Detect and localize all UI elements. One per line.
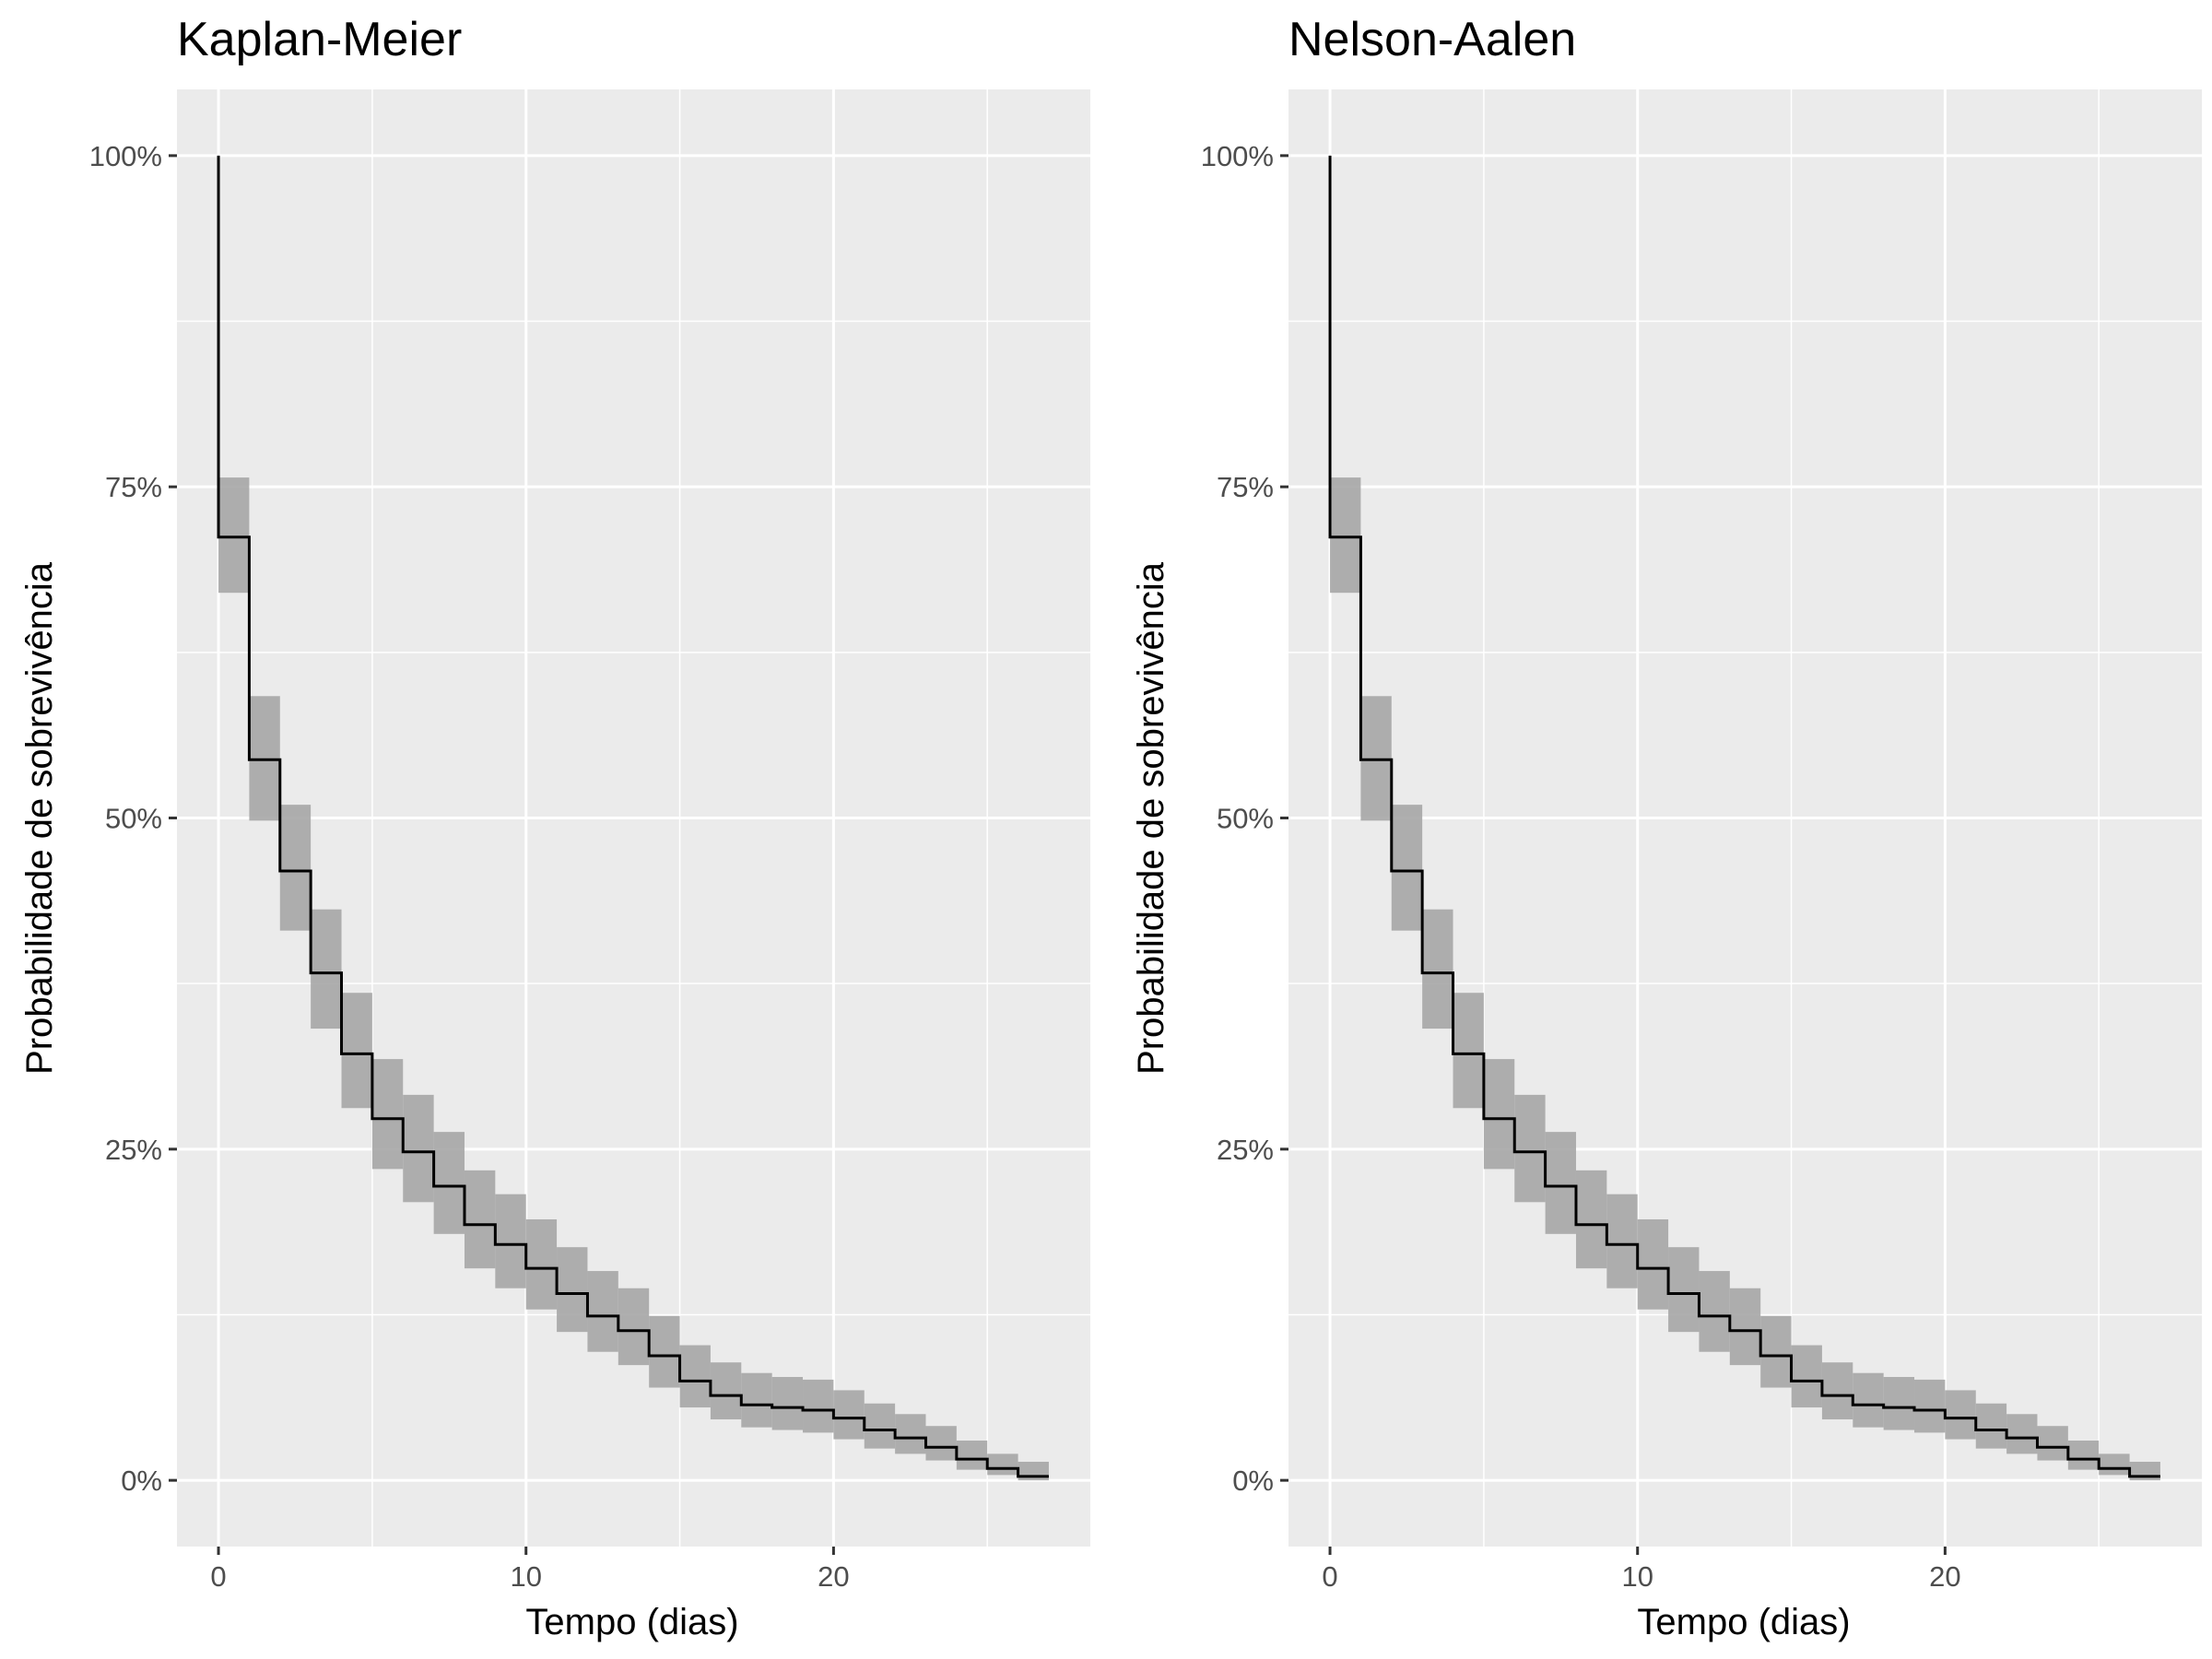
y-tick-label: 25% — [1217, 1134, 1274, 1166]
confidence-band-segment — [464, 1170, 496, 1269]
y-tick-label: 100% — [89, 140, 162, 172]
panel-title: Kaplan-Meier — [177, 13, 462, 66]
x-axis-title: Tempo (dias) — [1637, 1602, 1850, 1642]
y-tick-label: 100% — [1201, 140, 1274, 172]
confidence-band-segment — [771, 1377, 804, 1430]
y-tick-label: 75% — [105, 471, 162, 503]
survival-curve — [1328, 155, 2160, 1478]
survival-curve — [217, 155, 1049, 1478]
kaplan-meier-panel: Kaplan-Meier Tempo (dias) Probabilidade … — [19, 13, 1090, 1642]
confidence-band-segment — [218, 477, 250, 594]
confidence-band-segment — [1575, 1170, 1607, 1269]
plot-area — [1288, 89, 2202, 1547]
confidence-band-segment — [925, 1426, 957, 1461]
confidence-band-segment — [1791, 1345, 1822, 1408]
nelson-aalen-panel: Nelson-Aalen Tempo (dias) Probabilidade … — [1131, 13, 2202, 1642]
confidence-band-segment — [1514, 1094, 1546, 1203]
y-axis-title: Probabilidade de sobrevivência — [1131, 561, 1171, 1075]
confidence-band-segment — [1422, 909, 1453, 1030]
x-axis-title: Tempo (dias) — [525, 1602, 738, 1642]
confidence-band-segment — [2006, 1414, 2038, 1454]
confidence-band-segment — [833, 1390, 865, 1440]
confidence-band-segment — [649, 1315, 680, 1388]
y-tick-label: 75% — [1217, 471, 1274, 503]
confidence-band-segment — [1914, 1379, 1946, 1433]
confidence-band-segment — [864, 1403, 896, 1449]
confidence-band-segment — [2067, 1441, 2100, 1470]
panel-title: Nelson-Aalen — [1288, 13, 1576, 66]
confidence-band-segment — [1483, 1059, 1515, 1170]
confidence-band-segment — [1853, 1372, 1884, 1428]
confidence-band-segment — [587, 1271, 618, 1352]
confidence-band-segment — [311, 909, 342, 1030]
confidence-band-segment — [1883, 1377, 1915, 1430]
x-tick-label: 20 — [818, 1560, 849, 1593]
confidence-band-segment — [525, 1218, 558, 1310]
confidence-band-segment — [1945, 1390, 1976, 1440]
confidence-band-segment — [341, 993, 372, 1109]
confidence-band-segment — [1821, 1362, 1853, 1420]
confidence-band-segment — [433, 1132, 465, 1234]
x-tick-label: 10 — [510, 1560, 541, 1593]
confidence-band-segment — [956, 1441, 988, 1470]
confidence-band-segment — [1637, 1218, 1669, 1310]
confidence-band-segment — [371, 1059, 404, 1170]
confidence-band-segment — [618, 1288, 650, 1366]
x-tick-label: 0 — [210, 1560, 226, 1593]
y-axis-title: Probabilidade de sobrevivência — [19, 561, 60, 1075]
confidence-band-segment — [710, 1362, 742, 1420]
confidence-band-segment — [679, 1345, 711, 1408]
confidence-band-segment — [987, 1453, 1018, 1476]
confidence-band-segment — [1729, 1288, 1761, 1366]
confidence-band-segment — [895, 1414, 926, 1454]
y-tick-label: 50% — [1217, 803, 1274, 835]
x-tick-label: 10 — [1621, 1560, 1653, 1593]
confidence-band-segment — [1545, 1132, 1576, 1234]
confidence-band-segment — [741, 1372, 772, 1428]
confidence-band-segment — [1330, 477, 1361, 594]
x-tick-label: 20 — [1929, 1560, 1960, 1593]
confidence-band-segment — [495, 1194, 526, 1288]
y-tick-label: 25% — [105, 1134, 162, 1166]
confidence-band-segment — [1699, 1271, 1730, 1352]
confidence-band-segment — [1453, 993, 1484, 1109]
x-tick-label: 0 — [1322, 1560, 1337, 1593]
y-tick-label: 50% — [105, 803, 162, 835]
confidence-band-segment — [1668, 1247, 1700, 1333]
confidence-band-segment — [279, 805, 312, 931]
confidence-band-segment — [1606, 1194, 1638, 1288]
y-tick-label: 0% — [121, 1465, 162, 1497]
confidence-band-segment — [1391, 805, 1423, 931]
confidence-band-segment — [2099, 1453, 2130, 1476]
confidence-band-segment — [403, 1094, 434, 1203]
confidence-band-segment — [2037, 1426, 2068, 1461]
confidence-band-segment — [1760, 1315, 1792, 1388]
confidence-band-segment — [803, 1379, 834, 1433]
confidence-band-segment — [557, 1247, 588, 1333]
confidence-band-segment — [1975, 1403, 2007, 1449]
plot-area — [177, 89, 1090, 1547]
y-tick-label: 0% — [1232, 1465, 1274, 1497]
